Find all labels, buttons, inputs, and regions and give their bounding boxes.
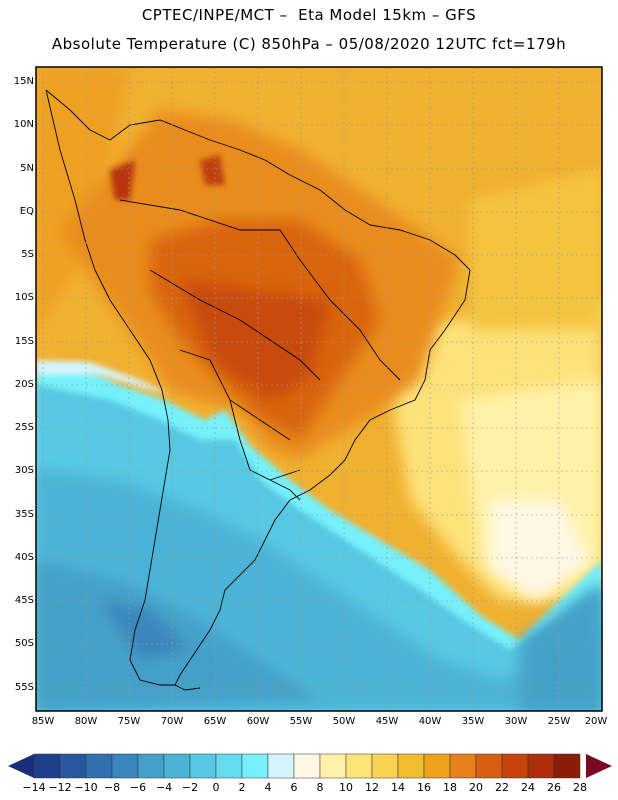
colorbar-label: −14: [22, 781, 46, 794]
colorbar-label: 10: [339, 781, 353, 794]
colorbar-swatch: [33, 753, 61, 779]
colorbar-label: 2: [238, 781, 246, 794]
lon-label: 80W: [74, 716, 98, 727]
lon-label: 55W: [289, 716, 313, 727]
graticule: [36, 67, 602, 711]
colorbar-label: −12: [48, 781, 72, 794]
colorbar: [8, 753, 612, 779]
colorbar-label: 22: [495, 781, 509, 794]
lon-label: 65W: [203, 716, 227, 727]
colorbar-swatch: [449, 753, 477, 779]
colorbar-label: −4: [155, 781, 173, 794]
lon-label: 70W: [160, 716, 184, 727]
colorbar-swatch: [553, 753, 581, 779]
colorbar-label: 16: [417, 781, 431, 794]
lon-label: 75W: [117, 716, 141, 727]
colorbar-swatch: [423, 753, 451, 779]
map-frame: [35, 66, 603, 712]
colorbar-swatch: [293, 753, 321, 779]
lat-label: 10S: [14, 292, 34, 303]
colorbar-label: −10: [74, 781, 98, 794]
colorbar-label: −8: [103, 781, 121, 794]
lon-label: 45W: [375, 716, 399, 727]
lat-label: 5S: [21, 249, 34, 260]
lat-label: 15N: [13, 76, 34, 87]
colorbar-swatch: [319, 753, 347, 779]
lat-label: 10N: [13, 119, 34, 130]
colorbar-swatch: [501, 753, 529, 779]
colorbar-label: 18: [443, 781, 457, 794]
lon-label: 25W: [547, 716, 571, 727]
lat-label: 25S: [14, 422, 34, 433]
colorbar-swatch: [85, 753, 113, 779]
colorbar-label: −2: [181, 781, 199, 794]
lon-label: 60W: [246, 716, 270, 727]
colorbar-swatch: [111, 753, 139, 779]
colorbar-label: 14: [391, 781, 405, 794]
lat-label: 55S: [14, 682, 34, 693]
lat-label: 50S: [14, 638, 34, 649]
colorbar-swatch: [59, 753, 87, 779]
colorbar-swatch: [527, 753, 555, 779]
lat-label: 40S: [14, 552, 34, 563]
colorbar-swatch: [371, 753, 399, 779]
colorbar-swatch: [267, 753, 295, 779]
colorbar-label: 28: [573, 781, 587, 794]
chart-title-line1: CPTEC/INPE/MCT – Eta Model 15km – GFS: [141, 6, 477, 24]
colorbar-label: 8: [316, 781, 324, 794]
colorbar-swatch: [215, 753, 243, 779]
lon-label: 50W: [332, 716, 356, 727]
colorbar-label: 26: [547, 781, 561, 794]
colorbar-swatch: [475, 753, 503, 779]
lat-label: 15S: [14, 336, 34, 347]
colorbar-label: 6: [290, 781, 298, 794]
colorbar-label: 12: [365, 781, 379, 794]
lon-label: 20W: [584, 716, 608, 727]
colorbar-swatch: [345, 753, 373, 779]
colorbar-label: 24: [521, 781, 535, 794]
coastlines: [45, 89, 471, 691]
lat-label: 45S: [14, 595, 34, 606]
colorbar-low-arrow: [8, 754, 34, 778]
lat-label: EQ: [19, 206, 34, 217]
colorbar-swatch: [241, 753, 269, 779]
lat-label: 5N: [20, 163, 34, 174]
colorbar-label: −6: [129, 781, 147, 794]
lat-label: 20S: [14, 379, 34, 390]
colorbar-label: 20: [469, 781, 483, 794]
colorbar-swatch: [189, 753, 217, 779]
colorbar-swatch: [137, 753, 165, 779]
lon-label: 40W: [418, 716, 442, 727]
colorbar-label: 4: [264, 781, 272, 794]
temperature-field: [36, 67, 602, 711]
chart-title-line2: Absolute Temperature (C) 850hPa – 05/08/…: [51, 35, 567, 53]
lat-label: 30S: [14, 465, 34, 476]
colorbar-swatch: [397, 753, 425, 779]
lon-label: 30W: [504, 716, 528, 727]
lat-label: 35S: [14, 509, 34, 520]
lon-label: 85W: [31, 716, 55, 727]
colorbar-high-arrow: [586, 754, 612, 778]
colorbar-label: 0: [212, 781, 220, 794]
colorbar-swatch: [163, 753, 191, 779]
lon-label: 35W: [461, 716, 485, 727]
